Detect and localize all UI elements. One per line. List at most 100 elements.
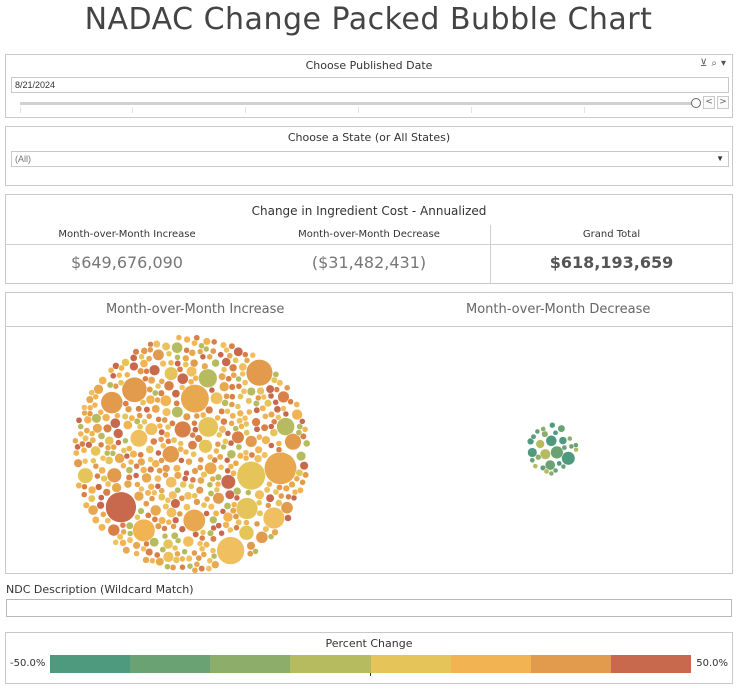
increase-bubble[interactable]: [291, 408, 303, 421]
increase-bubble[interactable]: [220, 443, 227, 451]
increase-bubble[interactable]: [228, 342, 236, 350]
increase-bubble[interactable]: [268, 442, 275, 449]
increase-bubble[interactable]: [158, 516, 167, 525]
increase-bubble[interactable]: [293, 401, 301, 408]
increase-bubble[interactable]: [144, 489, 152, 497]
increase-bubble[interactable]: [242, 454, 250, 462]
increase-bubble[interactable]: [171, 389, 181, 398]
increase-bubble[interactable]: [104, 517, 112, 524]
increase-bubble[interactable]: [173, 400, 181, 407]
increase-bubble[interactable]: [209, 347, 217, 355]
increase-bubble[interactable]: [246, 408, 253, 416]
increase-bubble[interactable]: [189, 476, 197, 484]
increase-bubble[interactable]: [229, 507, 237, 515]
increase-bubble[interactable]: [203, 495, 211, 503]
increase-bubble[interactable]: [236, 409, 244, 417]
increase-bubble[interactable]: [89, 436, 97, 444]
increase-bubble[interactable]: [251, 417, 261, 427]
increase-bubble[interactable]: [149, 557, 156, 564]
increase-bubble[interactable]: [228, 420, 235, 427]
increase-bubble[interactable]: [280, 501, 294, 515]
increase-bubble[interactable]: [284, 514, 292, 522]
increase-bubble[interactable]: [232, 513, 240, 520]
increase-bubble[interactable]: [97, 441, 105, 449]
increase-bubble[interactable]: [227, 439, 235, 447]
increase-bubble[interactable]: [81, 409, 88, 417]
increase-bubble[interactable]: [151, 516, 159, 523]
increase-bubble[interactable]: [105, 491, 137, 523]
increase-bubble[interactable]: [241, 414, 249, 422]
increase-bubble[interactable]: [283, 384, 291, 392]
increase-bubble[interactable]: [237, 393, 244, 400]
increase-bubble[interactable]: [235, 443, 243, 451]
increase-bubble[interactable]: [199, 411, 207, 419]
increase-bubble[interactable]: [137, 457, 146, 467]
increase-bubble[interactable]: [276, 417, 295, 436]
increase-bubble[interactable]: [162, 407, 172, 417]
increase-bubble[interactable]: [140, 545, 147, 553]
increase-bubble[interactable]: [267, 533, 275, 540]
increase-bubble[interactable]: [200, 501, 208, 509]
increase-bubble[interactable]: [253, 520, 261, 528]
increase-bubble[interactable]: [200, 551, 208, 558]
increase-bubble[interactable]: [82, 501, 90, 509]
increase-bubble[interactable]: [90, 457, 97, 465]
increase-bubble[interactable]: [204, 461, 218, 475]
increase-bubble[interactable]: [163, 380, 175, 392]
increase-bubble[interactable]: [165, 350, 173, 358]
increase-bubble[interactable]: [93, 384, 104, 395]
increase-bubble[interactable]: [239, 370, 246, 378]
decrease-bubble[interactable]: [552, 467, 559, 474]
increase-bubble[interactable]: [261, 451, 269, 459]
increase-bubble[interactable]: [197, 416, 219, 438]
increase-bubble[interactable]: [92, 393, 99, 401]
increase-bubble[interactable]: [145, 355, 153, 363]
increase-bubble[interactable]: [191, 467, 199, 475]
increase-bubble[interactable]: [118, 364, 125, 372]
increase-bubble[interactable]: [273, 405, 282, 414]
increase-bubble[interactable]: [125, 521, 134, 530]
increase-bubble[interactable]: [134, 481, 141, 488]
increase-bubble[interactable]: [95, 483, 103, 491]
increase-bubble[interactable]: [100, 391, 124, 414]
increase-bubble[interactable]: [276, 484, 283, 491]
increase-bubble[interactable]: [226, 352, 234, 360]
increase-bubble[interactable]: [121, 358, 130, 367]
increase-bubble[interactable]: [121, 412, 129, 421]
increase-bubble[interactable]: [133, 550, 140, 557]
increase-bubble[interactable]: [153, 551, 161, 559]
increase-bubble[interactable]: [145, 394, 156, 405]
increase-bubble[interactable]: [143, 540, 150, 548]
increase-bubble[interactable]: [109, 450, 117, 457]
increase-bubble[interactable]: [147, 376, 156, 385]
increase-bubble[interactable]: [238, 423, 245, 430]
increase-bubble[interactable]: [97, 432, 106, 440]
increase-bubble[interactable]: [91, 516, 100, 524]
increase-bubble[interactable]: [151, 389, 159, 397]
increase-bubble[interactable]: [183, 491, 193, 501]
increase-bubble[interactable]: [222, 438, 229, 445]
decrease-bubble[interactable]: [526, 437, 535, 446]
increase-bubble[interactable]: [271, 528, 279, 536]
increase-bubble[interactable]: [155, 449, 162, 457]
increase-bubble[interactable]: [255, 499, 263, 507]
increase-bubble[interactable]: [296, 451, 307, 462]
increase-bubble[interactable]: [148, 364, 161, 376]
increase-bubble[interactable]: [265, 502, 272, 509]
increase-bubble[interactable]: [301, 426, 309, 433]
increase-bubble[interactable]: [253, 425, 261, 433]
increase-bubble[interactable]: [198, 545, 206, 553]
increase-bubble[interactable]: [162, 464, 171, 473]
increase-bubble[interactable]: [75, 482, 83, 489]
increase-bubble[interactable]: [147, 341, 154, 348]
increase-bubble[interactable]: [122, 400, 130, 407]
increase-bubble[interactable]: [104, 456, 114, 465]
increase-bubble[interactable]: [87, 485, 97, 495]
increase-bubble[interactable]: [225, 375, 233, 383]
increase-bubble[interactable]: [252, 400, 260, 407]
increase-bubble[interactable]: [265, 493, 275, 503]
increase-bubble[interactable]: [268, 423, 275, 430]
decrease-bubble[interactable]: [545, 435, 558, 447]
increase-bubble[interactable]: [129, 354, 138, 362]
decrease-bubble[interactable]: [556, 460, 563, 467]
